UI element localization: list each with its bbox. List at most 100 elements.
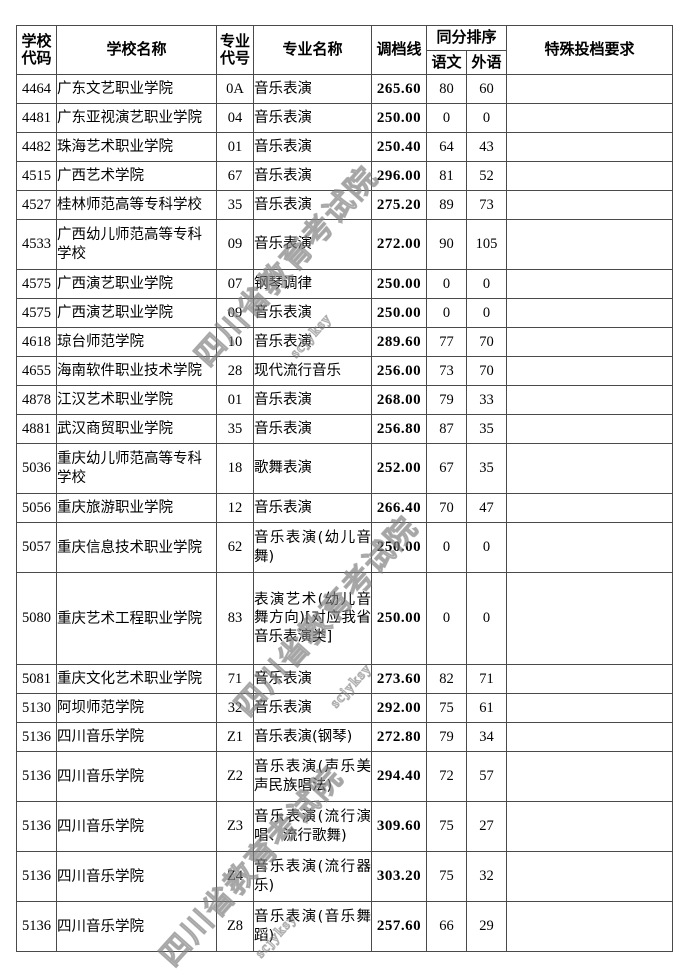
cell-major-name: 音乐表演(音乐舞蹈) [253,901,372,953]
cell-special-req [506,385,674,416]
cell-school-name: 广西演艺职业学院 [56,269,217,300]
header-row-1: 学校 代码 学校名称 专业 代号 专业名称 调档线 同分排序 特殊投档要求 [16,24,674,76]
col-header-school-code: 学校 代码 [16,24,57,76]
cell-tie-chinese: 77 [426,327,467,358]
school-code-line1: 学校 [21,31,52,50]
cell-major-code: Z4 [216,851,254,903]
cell-school-name: 广东亚视演艺职业学院 [56,103,217,134]
cell-tie-chinese: 87 [426,414,467,445]
cell-tie-chinese: 73 [426,356,467,387]
cell-school-code: 4527 [16,190,57,221]
cell-school-name: 四川音乐学院 [56,722,217,753]
cell-tie-foreign: 27 [465,801,508,853]
cell-score-line: 289.60 [371,327,427,358]
cell-school-code: 5036 [16,443,57,495]
table-row: 5130 阿坝师范学院 32 音乐表演 292.00 75 61 [16,693,674,724]
cell-school-name: 广东文艺职业学院 [56,74,217,105]
cell-score-line: 250.00 [371,522,427,574]
cell-school-code: 4464 [16,74,57,105]
cell-major-name: 音乐表演(钢琴) [253,722,372,753]
col-header-tie-chinese: 语文 [426,49,467,76]
cell-school-name: 江汉艺术职业学院 [56,385,217,416]
cell-major-name: 音乐表演(幼儿音舞) [253,522,372,574]
table-row: 4575 广西演艺职业学院 07 钢琴调律 250.00 0 0 [16,269,674,300]
cell-school-name: 武汉商贸职业学院 [56,414,217,445]
cell-school-name: 重庆旅游职业学院 [56,493,217,524]
cell-major-code: 71 [216,664,254,695]
cell-special-req [506,327,674,358]
cell-special-req [506,103,674,134]
cell-tie-chinese: 70 [426,493,467,524]
table-row: 4482 珠海艺术职业学院 01 音乐表演 250.40 64 43 [16,132,674,163]
cell-tie-foreign: 73 [465,190,508,221]
school-code-line2: 代码 [21,49,52,68]
cell-school-name: 桂林师范高等专科学校 [56,190,217,221]
cell-score-line: 250.40 [371,132,427,163]
cell-school-name: 四川音乐学院 [56,751,217,803]
cell-school-name: 四川音乐学院 [56,901,217,953]
cell-school-code: 4481 [16,103,57,134]
cell-school-code: 4482 [16,132,57,163]
cell-school-name: 珠海艺术职业学院 [56,132,217,163]
table-row: 5081 重庆文化艺术职业学院 71 音乐表演 273.60 82 71 [16,664,674,695]
cell-special-req [506,443,674,495]
cell-tie-chinese: 0 [426,522,467,574]
cell-tie-foreign: 34 [465,722,508,753]
cell-special-req [506,664,674,695]
cell-tie-chinese: 90 [426,219,467,271]
cell-tie-foreign: 52 [465,161,508,192]
cell-major-code: 67 [216,161,254,192]
cell-tie-chinese: 82 [426,664,467,695]
cell-tie-chinese: 72 [426,751,467,803]
cell-tie-foreign: 70 [465,327,508,358]
col-header-tie-foreign: 外语 [465,49,508,76]
cell-major-code: 62 [216,522,254,574]
cell-school-code: 5136 [16,722,57,753]
table-row: 5136 四川音乐学院 Z2 音乐表演(声乐美声民族唱法) 294.40 72 57 [16,751,674,803]
table-row: 5136 四川音乐学院 Z1 音乐表演(钢琴) 272.80 79 34 [16,722,674,753]
table-header: 学校 代码 学校名称 专业 代号 专业名称 调档线 同分排序 特殊投档要求 语文… [16,24,674,76]
cell-major-code: 83 [216,572,254,666]
cell-tie-foreign: 0 [465,522,508,574]
cell-score-line: 252.00 [371,443,427,495]
cell-school-code: 4618 [16,327,57,358]
cell-major-code: 32 [216,693,254,724]
cell-tie-foreign: 35 [465,414,508,445]
cell-major-name: 音乐表演(流行器乐) [253,851,372,903]
cell-major-name: 音乐表演 [253,664,372,695]
cell-special-req [506,74,674,105]
admission-score-table: 学校 代码 学校名称 专业 代号 专业名称 调档线 同分排序 特殊投档要求 语文… [16,24,674,953]
cell-major-code: 07 [216,269,254,300]
cell-major-name: 音乐表演 [253,327,372,358]
table-body: 4464 广东文艺职业学院 0A 音乐表演 265.60 80 60 4481 广东亚视演艺职业… [16,74,674,953]
cell-major-name: 钢琴调律 [253,269,372,300]
cell-school-name: 重庆艺术工程职业学院 [56,572,217,666]
cell-school-name: 重庆文化艺术职业学院 [56,664,217,695]
cell-score-line: 250.00 [371,269,427,300]
cell-school-name: 广西艺术学院 [56,161,217,192]
cell-major-name: 音乐表演 [253,693,372,724]
cell-school-name: 广西幼儿师范高等专科学校 [56,219,217,271]
cell-school-code: 5057 [16,522,57,574]
col-header-tie-break: 同分排序 [425,25,508,51]
cell-major-name: 音乐表演(流行演唱、流行歌舞) [253,801,372,853]
score-table-container: 学校 代码 学校名称 专业 代号 专业名称 调档线 同分排序 特殊投档要求 语文… [16,24,674,953]
cell-score-line: 296.00 [371,161,427,192]
cell-special-req [506,901,674,953]
cell-special-req [506,132,674,163]
cell-special-req [506,801,674,853]
cell-major-name: 音乐表演 [253,219,372,271]
cell-score-line: 250.00 [371,298,427,329]
table-row: 5136 四川音乐学院 Z3 音乐表演(流行演唱、流行歌舞) 309.60 75 27 [16,801,674,853]
table-row: 4618 琼台师范学院 10 音乐表演 289.60 77 70 [16,327,674,358]
cell-school-name: 重庆幼儿师范高等专科学校 [56,443,217,495]
cell-major-name: 现代流行音乐 [253,356,372,387]
table-row: 5136 四川音乐学院 Z4 音乐表演(流行器乐) 303.20 75 32 [16,851,674,903]
cell-special-req [506,722,674,753]
cell-score-line: 268.00 [371,385,427,416]
cell-major-code: 04 [216,103,254,134]
cell-major-code: Z3 [216,801,254,853]
col-header-school-name: 学校名称 [56,24,217,76]
cell-tie-foreign: 61 [465,693,508,724]
cell-major-code: 01 [216,132,254,163]
